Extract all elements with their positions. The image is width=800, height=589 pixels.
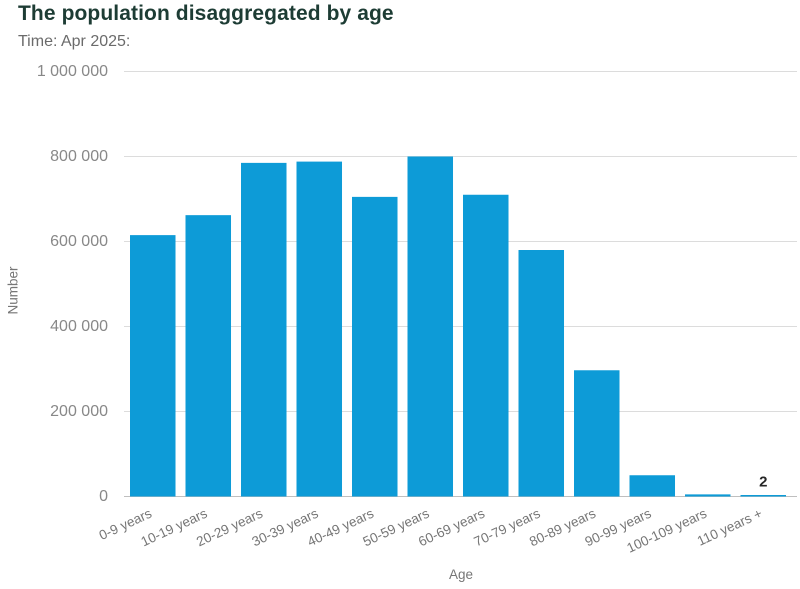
svg-text:600 000: 600 000: [50, 233, 108, 250]
svg-text:400 000: 400 000: [50, 318, 108, 335]
svg-text:0: 0: [99, 488, 108, 505]
svg-text:200 000: 200 000: [50, 403, 108, 420]
svg-text:2: 2: [759, 474, 767, 491]
svg-text:800 000: 800 000: [50, 148, 108, 165]
svg-text:1 000 000: 1 000 000: [37, 63, 108, 80]
